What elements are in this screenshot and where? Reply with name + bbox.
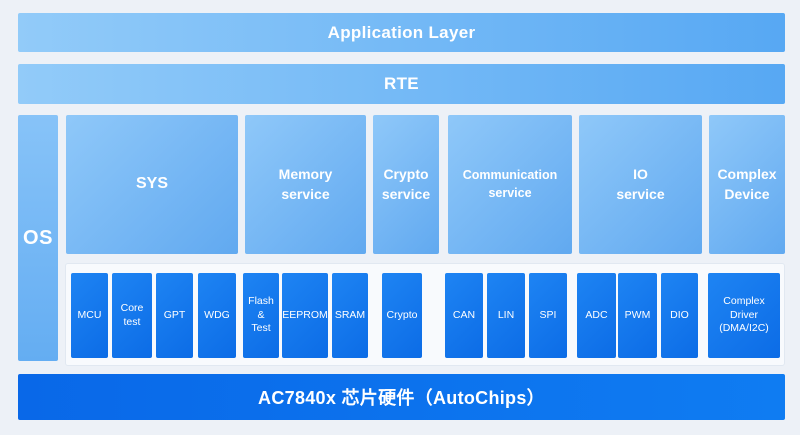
service-label-io: IO service <box>616 165 665 202</box>
driver-box-spi: SPI <box>529 273 567 358</box>
driver-box-lin: LIN <box>487 273 525 358</box>
driver-box-dio: DIO <box>661 273 698 358</box>
driver-label-flash-test: Flash & Test <box>248 295 274 335</box>
driver-label-wdg: WDG <box>204 308 230 321</box>
os-layer-bar: OS <box>18 115 58 361</box>
hardware-layer-label: AC7840x 芯片硬件（AutoChips） <box>258 388 545 408</box>
service-label-communication: Communication service <box>462 168 558 200</box>
service-label-crypto: Crypto service <box>381 165 431 202</box>
driver-label-dio: DIO <box>670 308 689 321</box>
service-box-io: IO service <box>579 115 702 254</box>
driver-box-crypto: Crypto <box>382 273 422 358</box>
driver-box-mcu: MCU <box>71 273 108 358</box>
driver-box-sram: SRAM <box>332 273 368 358</box>
service-box-communication: Communication service <box>448 115 572 254</box>
driver-box-pwm: PWM <box>618 273 657 358</box>
rte-layer-bar: RTE <box>18 64 785 104</box>
service-box-complex-device: Complex Device <box>709 115 785 254</box>
driver-label-core-test: Core test <box>120 301 144 328</box>
application-layer-label: Application Layer <box>327 22 476 42</box>
driver-label-spi: SPI <box>539 308 557 321</box>
service-box-memory: Memory service <box>245 115 366 254</box>
service-box-sys: SYS <box>66 115 238 254</box>
service-label-sys: SYS <box>135 175 168 193</box>
driver-label-complex-driver: Complex Driver (DMA/I2C) <box>719 295 769 335</box>
rte-layer-label: RTE <box>384 74 419 93</box>
driver-label-gpt: GPT <box>163 308 186 321</box>
driver-label-eeprom: EEPROM <box>282 308 328 321</box>
service-label-complex-device: Complex Device <box>717 165 777 202</box>
driver-box-eeprom: EEPROM <box>282 273 328 358</box>
driver-label-adc: ADC <box>585 308 608 321</box>
driver-label-mcu: MCU <box>77 308 102 321</box>
driver-label-pwm: PWM <box>624 308 651 321</box>
driver-label-lin: LIN <box>497 308 515 321</box>
driver-box-flash-test: Flash & Test <box>243 273 279 358</box>
service-box-crypto: Crypto service <box>373 115 439 254</box>
os-layer-label: OS <box>23 226 53 249</box>
hardware-layer-bar: AC7840x 芯片硬件（AutoChips） <box>18 374 785 420</box>
driver-box-adc: ADC <box>577 273 616 358</box>
driver-label-sram: SRAM <box>334 308 366 321</box>
driver-box-complex-driver: Complex Driver (DMA/I2C) <box>708 273 780 358</box>
service-label-memory: Memory service <box>278 165 333 202</box>
driver-box-gpt: GPT <box>156 273 193 358</box>
application-layer-bar: Application Layer <box>18 13 785 52</box>
driver-label-crypto: Crypto <box>386 308 418 321</box>
driver-box-core-test: Core test <box>112 273 152 358</box>
driver-label-can: CAN <box>452 308 476 321</box>
driver-box-can: CAN <box>445 273 483 358</box>
driver-box-wdg: WDG <box>198 273 236 358</box>
